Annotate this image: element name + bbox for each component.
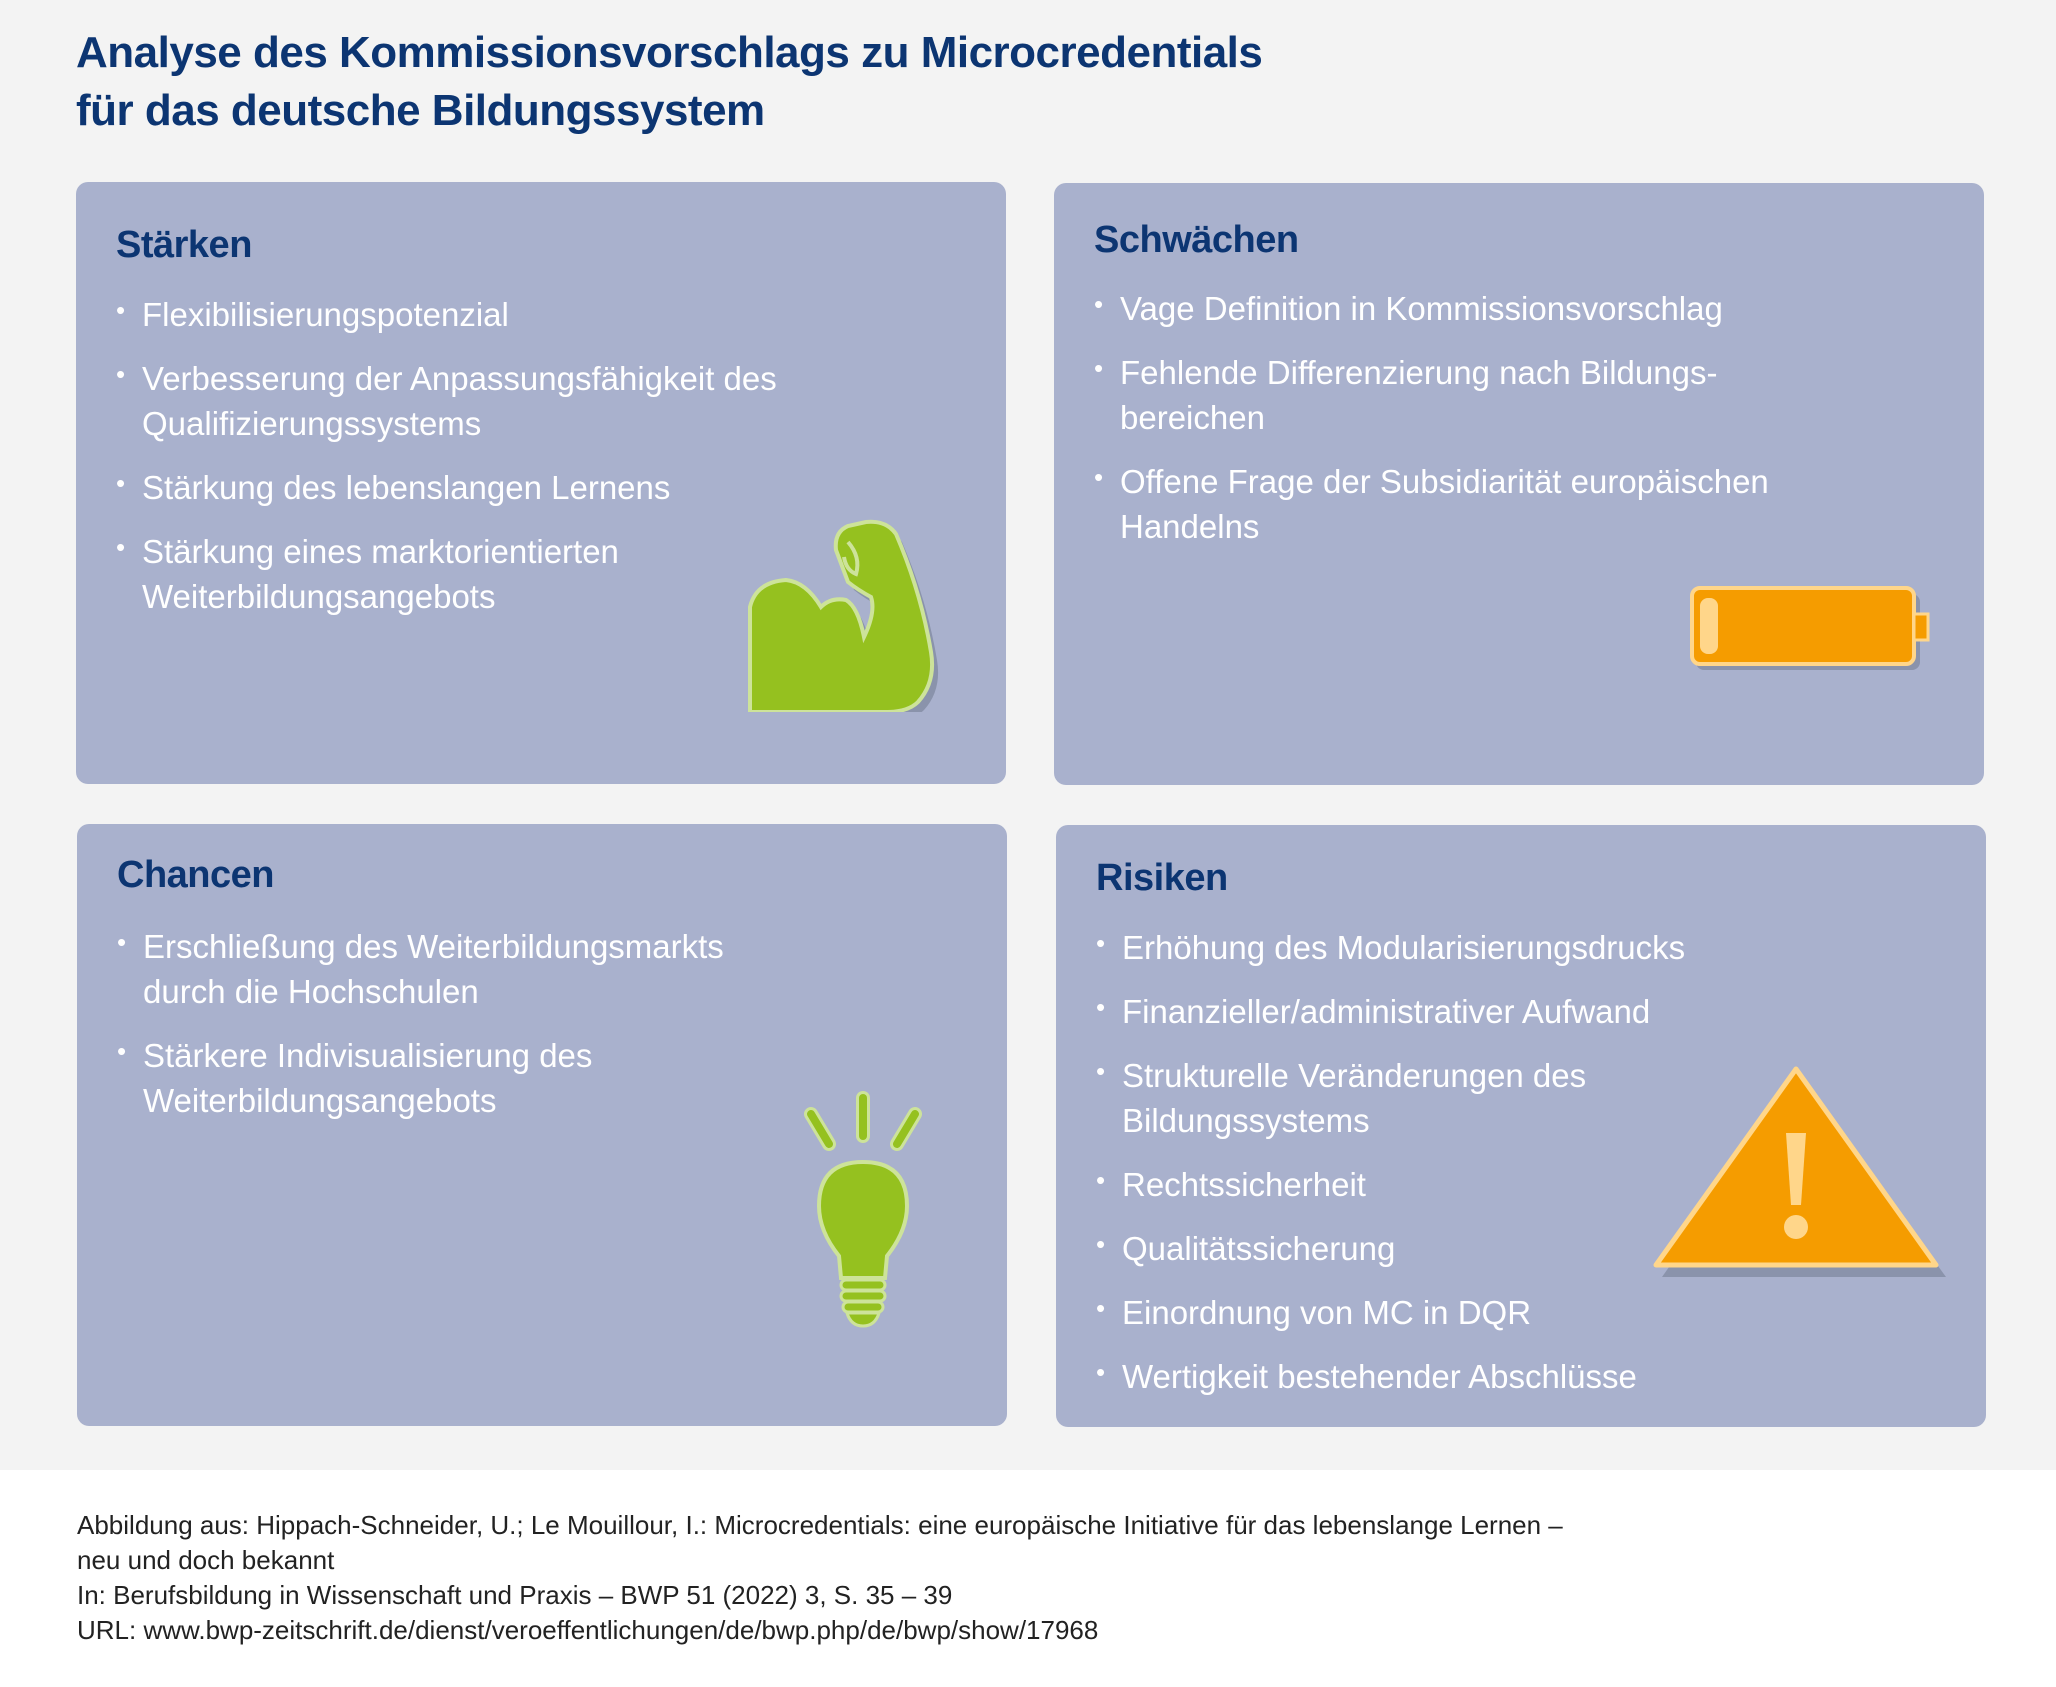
list-item: Flexibilisierungspotenzial [116,288,876,337]
footer-url: URL: www.bwp-zeitschrift.de/dienst/veroe… [77,1615,1099,1645]
list-item: Erhöhung des Modularisierungsdrucks [1096,921,1816,970]
list-item: Wertigkeit bestehender Abschlüsse [1096,1350,1816,1399]
flexed-arm-icon [748,519,939,712]
page-title: Analyse des Kommissionsvorschlags zu Mic… [76,24,1263,140]
list-item: Vage Definition in Kommissionsvorschlag [1094,282,1854,331]
list-item: Stärkere Indivisualisierung des Weiterbi… [117,1029,703,1123]
panel-chancen: Chancen Erschließung des Weiterbildungsm… [77,824,1007,1426]
low-battery-icon [1690,586,1930,670]
list-item: Qualitätssicherung [1096,1222,1816,1271]
list-item: Fehlende Differenzierung nach Bildungs-b… [1094,346,1840,440]
panel-risiken: Risiken Erhöhung des Modularisierungsdru… [1056,825,1986,1427]
list-item: Verbesserung der Anpassungsfähigkeit des… [116,352,862,446]
panel-staerken: Stärken Flexibilisierungspotenzial Verbe… [76,182,1006,784]
list-item: Einordnung von MC in DQR [1096,1286,1816,1335]
source-citation: Abbildung aus: Hippach-Schneider, U.; Le… [77,1508,1563,1648]
title-line-2: für das deutsche Bildungssystem [76,86,765,135]
footer-line: neu und doch bekannt [77,1545,335,1575]
list-item: Stärkung eines marktorientierten Weiterb… [116,525,742,619]
panel-heading: Risiken [1096,857,1228,899]
lightbulb-icon [804,1091,922,1328]
footer-line: In: Berufsbildung in Wissenschaft und Pr… [77,1580,953,1610]
list-item: Rechtssicherheit [1096,1158,1816,1207]
panel-heading: Chancen [117,854,274,896]
list-item: Offene Frage der Subsidiarität europäisc… [1094,455,1900,549]
title-line-1: Analyse des Kommissionsvorschlags zu Mic… [76,28,1263,77]
panel-heading: Stärken [116,224,252,266]
panel-schwaechen: Schwächen Vage Definition in Kommissions… [1054,183,1984,785]
list-item: Stärkung des lebenslangen Lernens [116,461,876,510]
list-item: Finanzieller/administrativer Aufwand [1096,985,1816,1034]
panel-heading: Schwächen [1094,219,1299,261]
footer-line: Abbildung aus: Hippach-Schneider, U.; Le… [77,1510,1563,1540]
list-item: Erschließung des Weiterbildungsmarkts du… [117,920,803,1014]
warning-icon [1653,1066,1946,1277]
list-item: Strukturelle Veränderungen des Bildungss… [1096,1049,1592,1143]
